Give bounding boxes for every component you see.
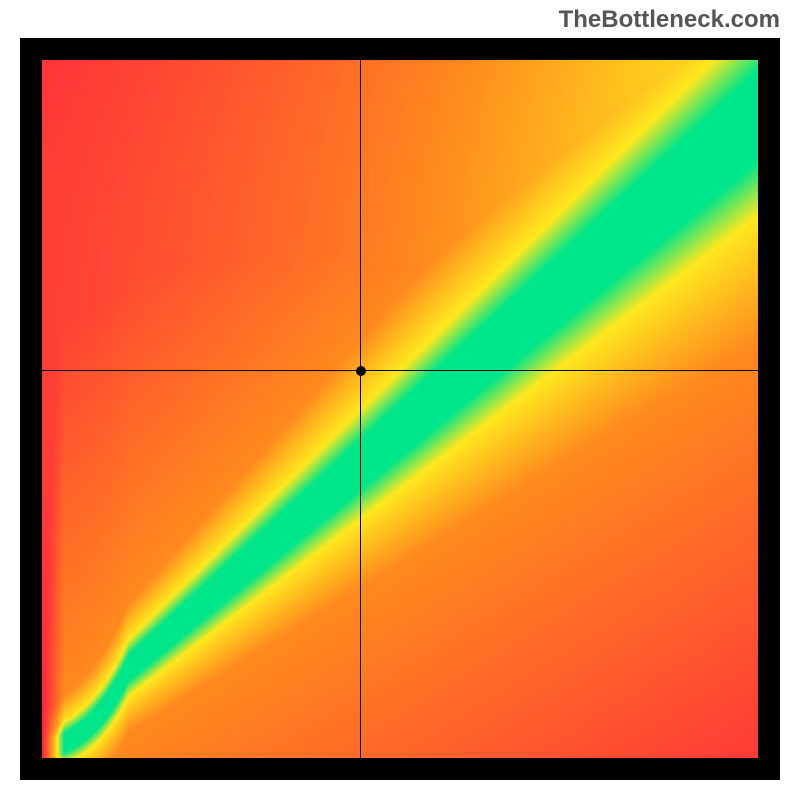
watermark-text: TheBottleneck.com xyxy=(559,6,780,34)
crosshair-horizontal xyxy=(42,370,758,371)
heatmap-canvas xyxy=(42,60,758,758)
chart-container: TheBottleneck.com xyxy=(0,0,800,800)
crosshair-dot xyxy=(356,366,366,376)
crosshair-vertical xyxy=(360,60,361,758)
